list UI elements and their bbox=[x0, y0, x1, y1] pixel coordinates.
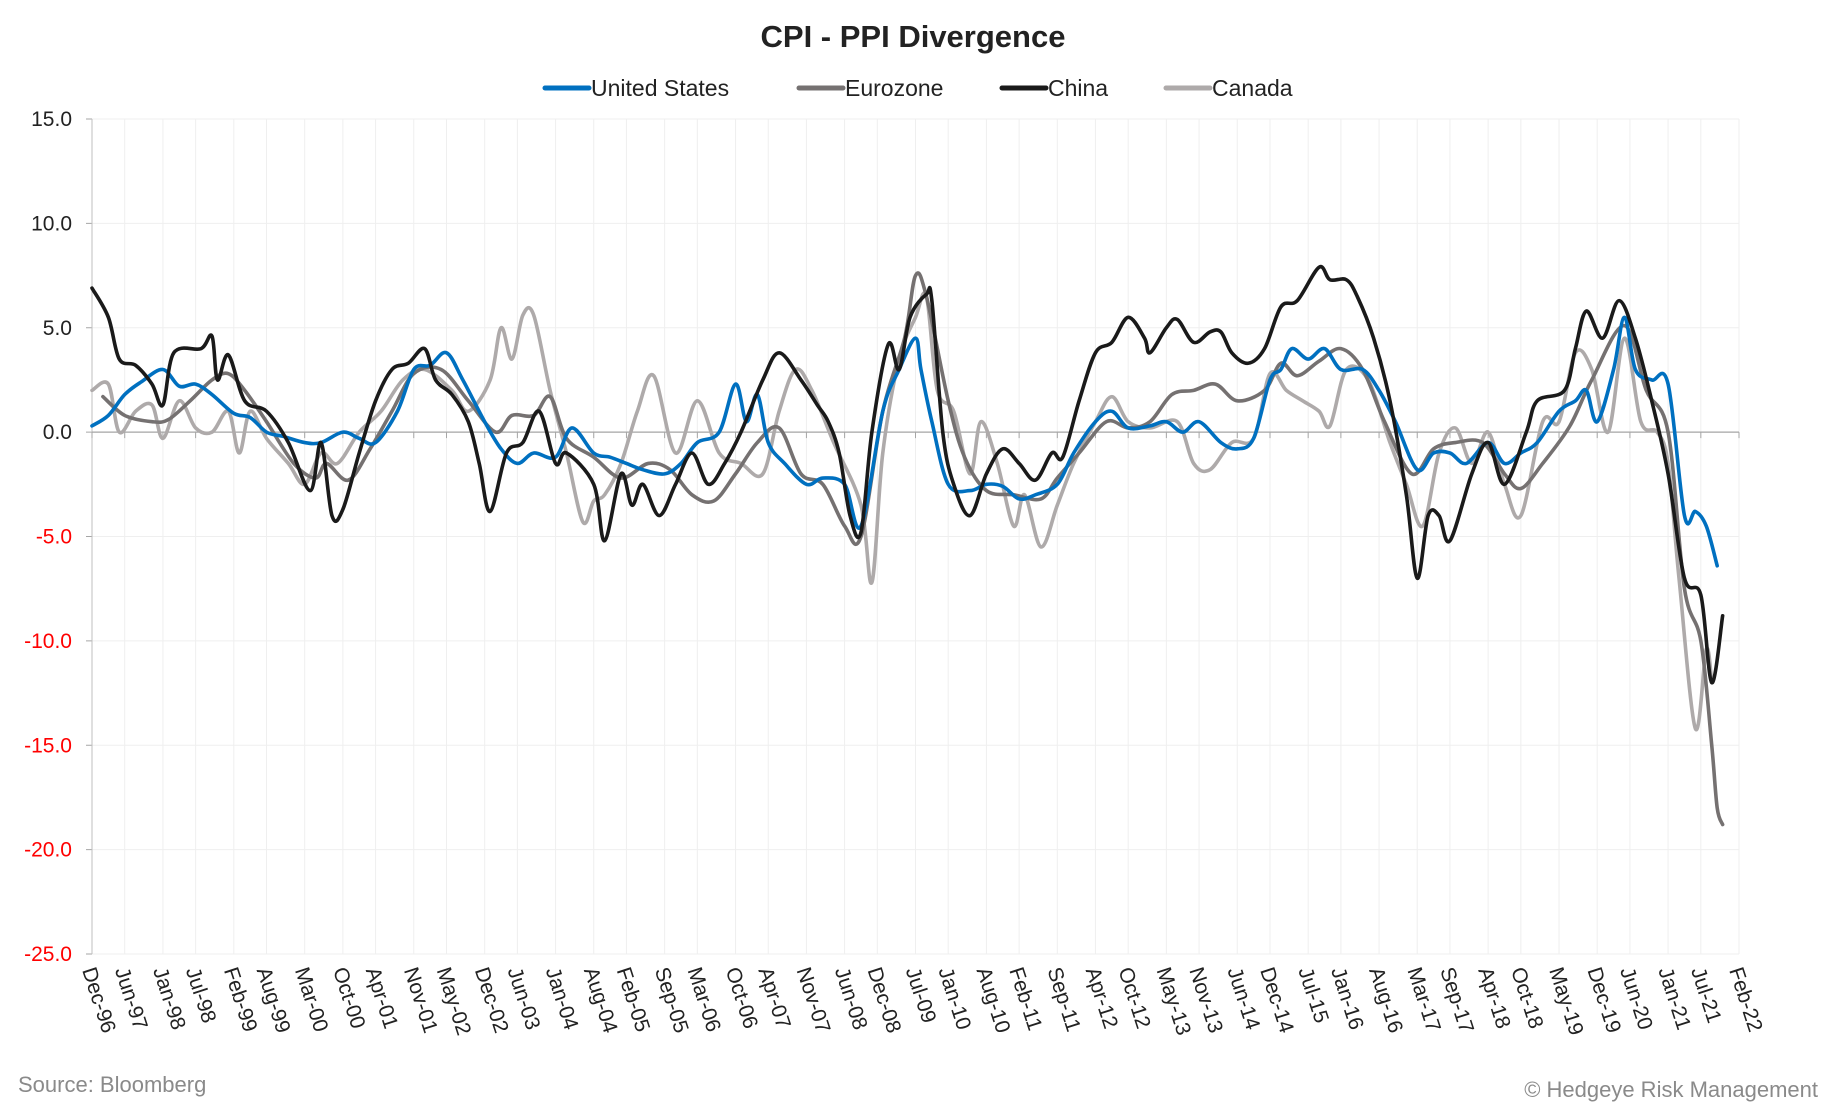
legend-label: Eurozone bbox=[845, 75, 943, 101]
legend-label: Canada bbox=[1212, 75, 1293, 101]
y-tick-label: -5.0 bbox=[36, 526, 72, 549]
y-tick-label: 0.0 bbox=[43, 421, 72, 444]
y-tick-label: 5.0 bbox=[43, 317, 72, 340]
x-tick-label: Feb-22 bbox=[1724, 964, 1766, 1034]
x-tick-label: Nov-07 bbox=[792, 964, 835, 1035]
x-tick-label: Aug-16 bbox=[1364, 964, 1407, 1036]
y-tick-label: -10.0 bbox=[24, 630, 72, 653]
legend-label: China bbox=[1048, 75, 1108, 101]
x-tick-label: May-19 bbox=[1544, 964, 1588, 1038]
series-line-eurozone bbox=[101, 271, 1725, 827]
grid bbox=[91, 118, 1740, 955]
y-tick-label: -25.0 bbox=[24, 943, 72, 966]
source-note: Source: Bloomberg bbox=[18, 1072, 207, 1097]
series-line-china bbox=[90, 264, 1725, 685]
y-axis: 15.0 10.0 5.0 0.0 -5.0 -10.0 -15.0 -20.0 -25.0 bbox=[24, 108, 93, 966]
legend: United States Eurozone China Canada bbox=[542, 75, 1293, 101]
legend-item: Canada bbox=[1163, 75, 1293, 101]
x-tick-label: Jan-10 bbox=[933, 964, 975, 1032]
legend-label: United States bbox=[591, 75, 729, 101]
legend-item: China bbox=[999, 75, 1108, 101]
x-axis: Dec-96Jun-97Jan-98Jul-98Feb-99Aug-99Mar-… bbox=[77, 431, 1767, 1038]
y-tick-label: -20.0 bbox=[24, 839, 72, 862]
legend-item: United States bbox=[542, 75, 729, 101]
series-lines bbox=[90, 264, 1725, 827]
x-tick-label: Jan-04 bbox=[541, 964, 583, 1032]
x-tick-label: Sep-11 bbox=[1043, 964, 1085, 1034]
x-tick-label: Jan-16 bbox=[1326, 964, 1368, 1032]
copyright-note: © Hedgeye Risk Management bbox=[1524, 1077, 1818, 1102]
chart-title: CPI - PPI Divergence bbox=[761, 19, 1066, 54]
x-tick-label: Mar-00 bbox=[290, 964, 332, 1034]
y-tick-label: 15.0 bbox=[31, 108, 72, 131]
y-tick-label: 10.0 bbox=[31, 212, 72, 235]
y-tick-label: -15.0 bbox=[24, 734, 72, 757]
legend-item: Eurozone bbox=[796, 75, 943, 101]
